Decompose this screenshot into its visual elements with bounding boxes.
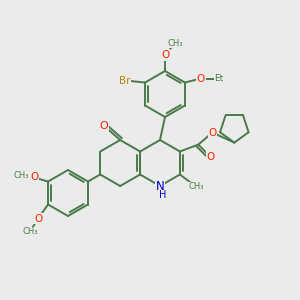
Text: Br: Br [119, 76, 131, 85]
Text: CH₃: CH₃ [22, 227, 38, 236]
Text: O: O [34, 214, 42, 224]
Text: O: O [161, 50, 169, 60]
Text: O: O [30, 172, 38, 182]
Text: N: N [156, 179, 164, 193]
Text: O: O [100, 121, 109, 131]
Text: O: O [197, 74, 205, 83]
Text: O: O [208, 128, 216, 138]
Text: O: O [206, 152, 214, 162]
Text: Et: Et [214, 74, 224, 83]
Text: CH₃: CH₃ [167, 38, 183, 47]
Text: H: H [159, 190, 167, 200]
Text: CH₃: CH₃ [13, 171, 29, 180]
Text: CH₃: CH₃ [188, 182, 204, 191]
